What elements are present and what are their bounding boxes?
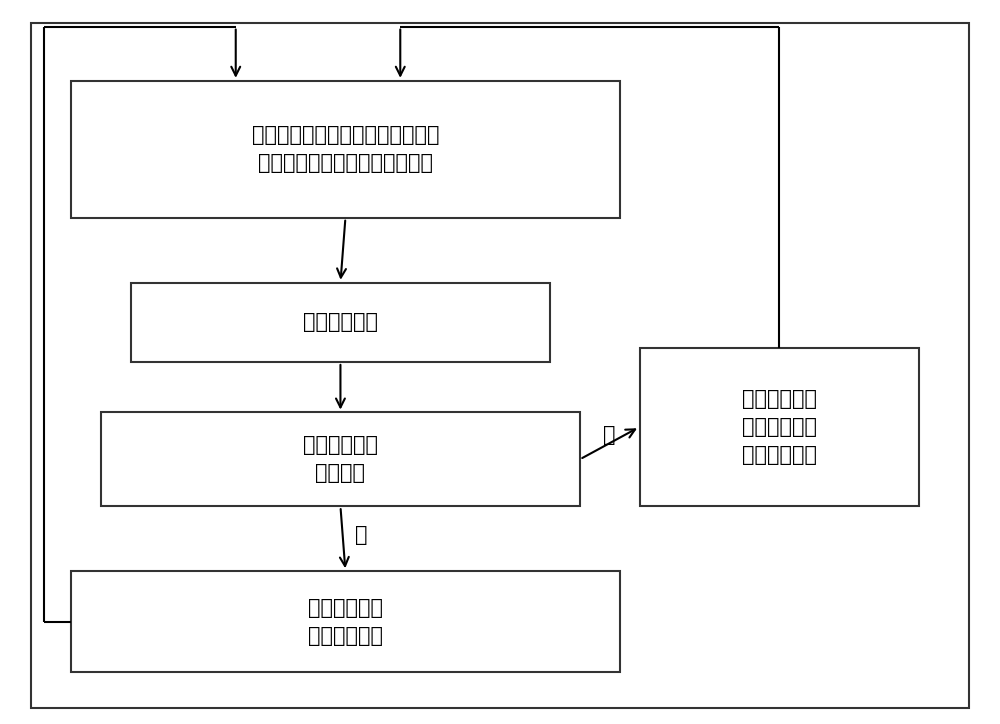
Bar: [71, 80, 620, 218]
Text: 否: 否: [355, 525, 368, 545]
Text: 是: 是: [603, 425, 616, 445]
Bar: [640, 348, 919, 506]
Bar: [71, 571, 620, 672]
Bar: [101, 413, 580, 506]
Text: 交通流密度、车辆平均速度、可变
显示牌显示速度及匝口控制方案: 交通流密度、车辆平均速度、可变 显示牌显示速度及匝口控制方案: [252, 125, 439, 173]
Text: 调整可变显示
牌显示速度及
匝口控制方案: 调整可变显示 牌显示速度及 匝口控制方案: [742, 389, 817, 465]
Text: 判断是否出现
交通瓶颈: 判断是否出现 交通瓶颈: [303, 435, 378, 484]
Text: 采用当前控制
方案进行调控: 采用当前控制 方案进行调控: [308, 597, 383, 646]
Text: 预测交通状况: 预测交通状况: [303, 312, 378, 332]
Bar: [131, 282, 550, 362]
